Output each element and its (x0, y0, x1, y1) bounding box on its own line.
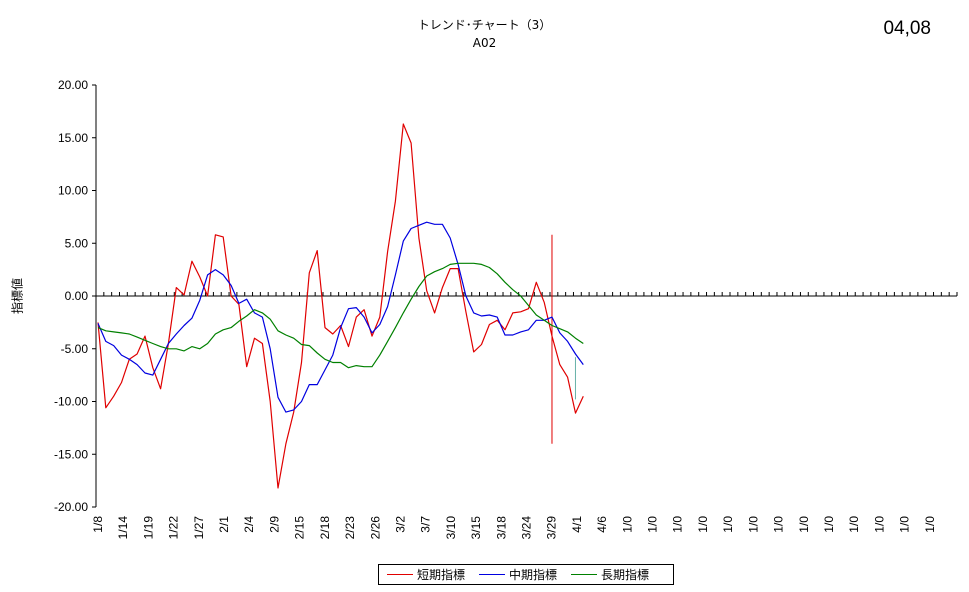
legend-item-mid: 中期指標 (479, 566, 557, 583)
period-code: 04,08 (883, 18, 931, 39)
x-tick-label: 1/0 (872, 516, 886, 533)
legend-swatch-short (387, 574, 413, 575)
x-tick-label: 1/0 (847, 516, 861, 533)
x-tick-label: 1/14 (116, 516, 130, 540)
x-tick-label: 1/0 (797, 516, 811, 533)
x-tick-label: 1/0 (898, 516, 912, 533)
series-line-short (97, 123, 584, 489)
legend-swatch-mid (479, 574, 506, 575)
legend-swatch-long (571, 574, 598, 575)
legend-item-long: 長期指標 (571, 566, 649, 583)
chart-title: トレンド･チャート（3） (417, 18, 552, 32)
x-tick-label: 1/8 (91, 516, 105, 533)
x-tick-label: 3/29 (545, 516, 559, 540)
chart-subtitle: A02 (472, 36, 497, 50)
x-tick-label: 1/0 (721, 516, 735, 533)
y-tick-label: 15.00 (58, 131, 88, 145)
x-tick-label: 2/26 (368, 516, 382, 540)
y-tick-label: -15.00 (54, 447, 88, 461)
x-tick-label: 2/15 (293, 516, 307, 540)
x-tick-label: 2/18 (318, 516, 332, 540)
x-tick-label: 4/6 (595, 516, 609, 533)
y-tick-label: 10.00 (58, 184, 88, 198)
x-tick-label: 1/0 (923, 516, 937, 533)
x-tick-label: 1/19 (141, 516, 155, 540)
x-tick-label: 3/7 (419, 516, 433, 533)
series-line-mid (97, 221, 584, 413)
chart-legend: 短期指標 中期指標 長期指標 (378, 564, 674, 585)
series-line-long (97, 262, 584, 369)
legend-label-long: 長期指標 (601, 568, 650, 582)
x-tick-label: 3/24 (520, 516, 534, 540)
x-tick-label: 2/1 (217, 516, 231, 533)
y-tick-label: 5.00 (65, 236, 89, 250)
x-tick-label: 1/0 (746, 516, 760, 533)
x-tick-label: 3/18 (494, 516, 508, 540)
x-tick-label: 1/0 (671, 516, 685, 533)
y-tick-label: -10.00 (54, 395, 88, 409)
legend-item-short: 短期指標 (387, 566, 465, 583)
x-tick-label: 1/27 (192, 516, 206, 540)
x-tick-label: 2/4 (242, 516, 256, 533)
y-tick-label: -5.00 (61, 342, 89, 356)
legend-label-short: 短期指標 (417, 568, 466, 582)
x-tick-label: 1/0 (772, 516, 786, 533)
x-tick-label: 1/0 (646, 516, 660, 533)
x-tick-label: 1/0 (822, 516, 836, 533)
x-tick-label: 3/10 (444, 516, 458, 540)
x-tick-label: 3/15 (469, 516, 483, 540)
y-tick-label: -20.00 (54, 500, 88, 514)
legend-label-mid: 中期指標 (509, 568, 558, 582)
x-tick-label: 1/0 (620, 516, 634, 533)
x-tick-label: 1/22 (167, 516, 181, 540)
x-tick-label: 2/9 (267, 516, 281, 533)
y-tick-label: 0.00 (65, 289, 89, 303)
y-tick-label: 20.00 (58, 78, 88, 92)
x-tick-label: 1/0 (696, 516, 710, 533)
x-tick-label: 2/23 (343, 516, 357, 540)
x-tick-label: 4/1 (570, 516, 584, 533)
x-tick-label: 3/2 (393, 516, 407, 533)
